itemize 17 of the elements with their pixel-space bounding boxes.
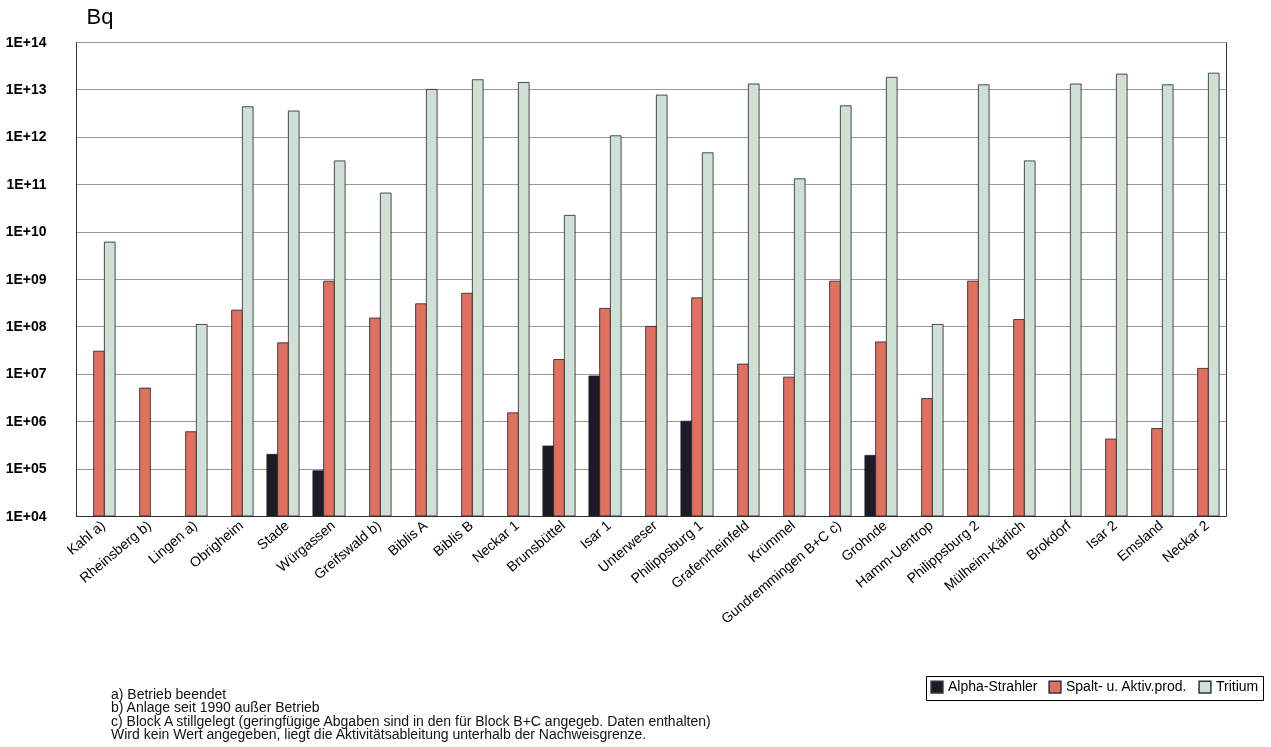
legend-label: Alpha-Strahler: [948, 678, 1038, 695]
y-tick-label: 1E+09: [5, 270, 47, 287]
y-tick-label: 1E+06: [5, 412, 47, 429]
y-tick-label: 1E+14: [5, 33, 47, 50]
text: a) Betrieb beendet: [111, 685, 227, 702]
y-axis-title: Bq: [86, 3, 114, 29]
legend-label: Tritium: [1216, 678, 1259, 695]
y-tick-label: 1E+08: [5, 317, 47, 334]
y-tick-label: 1E+10: [5, 223, 47, 240]
y-tick-label: 1E+11: [6, 175, 47, 192]
x-tick-label: Isar 2: [1082, 516, 1121, 552]
legend-label: Spalt- u. Aktiv.prod.: [1066, 678, 1187, 695]
y-tick-label: 1E+12: [5, 128, 47, 145]
y-tick-label: 1E+13: [5, 80, 47, 97]
y-tick-label: 1E+05: [5, 460, 47, 477]
y-tick-label: 1E+04: [5, 507, 47, 524]
y-tick-label: 1E+07: [5, 365, 47, 382]
